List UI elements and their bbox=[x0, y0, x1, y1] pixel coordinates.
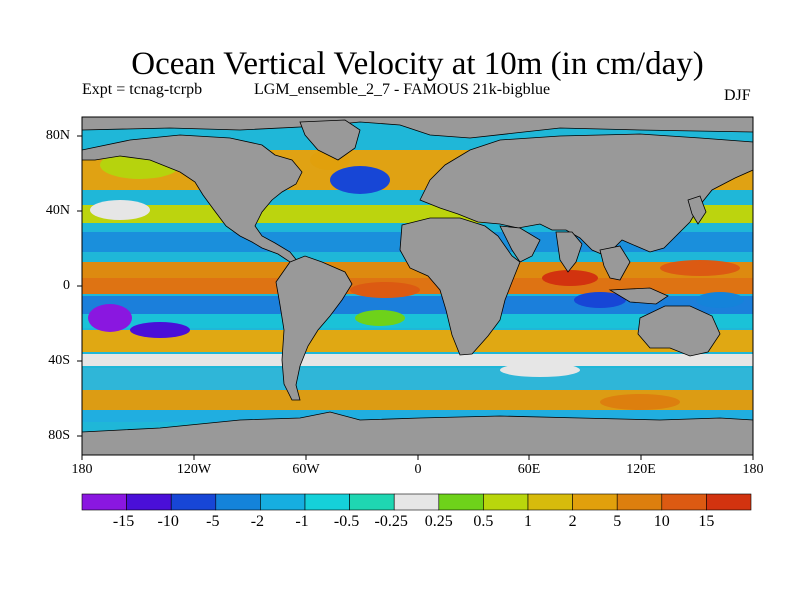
colorbar-label: -5 bbox=[206, 513, 220, 530]
colorbar-label: 0.25 bbox=[424, 513, 453, 530]
arctic-land bbox=[82, 117, 753, 139]
antarctica bbox=[82, 411, 753, 455]
colorbar bbox=[81, 493, 752, 511]
greenland bbox=[299, 119, 361, 161]
lat-tick-label: 40N bbox=[45, 203, 70, 218]
colorbar-label: 2 bbox=[568, 513, 577, 530]
colorbar-label: 5 bbox=[613, 513, 622, 530]
colorbar-swatch bbox=[438, 493, 484, 511]
lon-tick-label: 120E bbox=[626, 462, 656, 477]
ensemble-label: LGM_ensemble_2_7 - FAMOUS 21k-bigblue bbox=[254, 81, 551, 98]
colorbar-swatch bbox=[260, 493, 306, 511]
map-plot-area bbox=[82, 117, 753, 455]
lon-tick-label: 60W bbox=[292, 462, 320, 477]
colorbar-swatch bbox=[170, 493, 217, 511]
colorbar-label: -1 bbox=[295, 513, 309, 530]
lon-tick-label: 60E bbox=[517, 462, 541, 477]
band-south-ocean bbox=[82, 390, 753, 410]
colorbar-swatch bbox=[527, 493, 573, 511]
colorbar-swatch bbox=[349, 493, 395, 511]
band-south-subtropical bbox=[82, 330, 753, 352]
indochina bbox=[599, 245, 631, 281]
colorbar-swatch bbox=[572, 493, 618, 511]
tick-marks bbox=[77, 135, 754, 460]
band-south-low bbox=[82, 314, 753, 328]
colorbar-label: 0.5 bbox=[473, 513, 494, 530]
colorbar-label: -15 bbox=[112, 513, 135, 530]
colorbar-label: -10 bbox=[157, 513, 179, 530]
colorbar-label: 10 bbox=[653, 513, 670, 530]
map-title: Ocean Vertical Velocity at 10m (in cm/da… bbox=[131, 46, 704, 82]
colorbar-label: -0.5 bbox=[333, 513, 360, 530]
lon-tick-label: 120W bbox=[176, 462, 212, 477]
season-label: DJF bbox=[724, 87, 751, 104]
maritime-continent bbox=[608, 287, 669, 305]
colorbar-swatch bbox=[483, 493, 529, 511]
lat-tick-label: 0 bbox=[63, 278, 70, 293]
africa bbox=[399, 217, 521, 356]
colorbar-label: 15 bbox=[698, 513, 715, 530]
colorbar-swatch bbox=[304, 493, 350, 511]
south-america bbox=[275, 255, 353, 401]
australia bbox=[637, 305, 721, 357]
lat-tick-label: 80S bbox=[48, 428, 70, 443]
lat-tick-label: 40S bbox=[48, 353, 70, 368]
lon-tick-label: 0 bbox=[414, 462, 422, 477]
lon-tick-label: 180 bbox=[71, 462, 93, 477]
lon-tick-label: 180 bbox=[742, 462, 764, 477]
colorbar-swatch bbox=[661, 493, 707, 511]
colorbar-label: -2 bbox=[250, 513, 265, 530]
band-south-mid bbox=[82, 368, 753, 390]
colorbar-swatch bbox=[616, 493, 663, 511]
colorbar-swatch bbox=[393, 493, 440, 511]
india bbox=[555, 231, 583, 273]
north-america bbox=[82, 134, 303, 263]
lat-tick-label: 80N bbox=[45, 128, 70, 143]
experiment-label: Expt = tcnag-tcrpb bbox=[82, 81, 203, 98]
colorbar-swatch bbox=[706, 493, 752, 511]
colorbar-swatch bbox=[126, 493, 172, 511]
colorbar-swatch bbox=[81, 493, 127, 511]
arabia bbox=[499, 225, 541, 263]
band-south-white bbox=[82, 354, 753, 366]
land-masses bbox=[82, 117, 753, 455]
colorbar-label: 1 bbox=[524, 513, 532, 530]
colorbar-swatch bbox=[215, 493, 261, 511]
colorbar-label: -0.25 bbox=[374, 513, 408, 530]
japan bbox=[687, 195, 707, 225]
